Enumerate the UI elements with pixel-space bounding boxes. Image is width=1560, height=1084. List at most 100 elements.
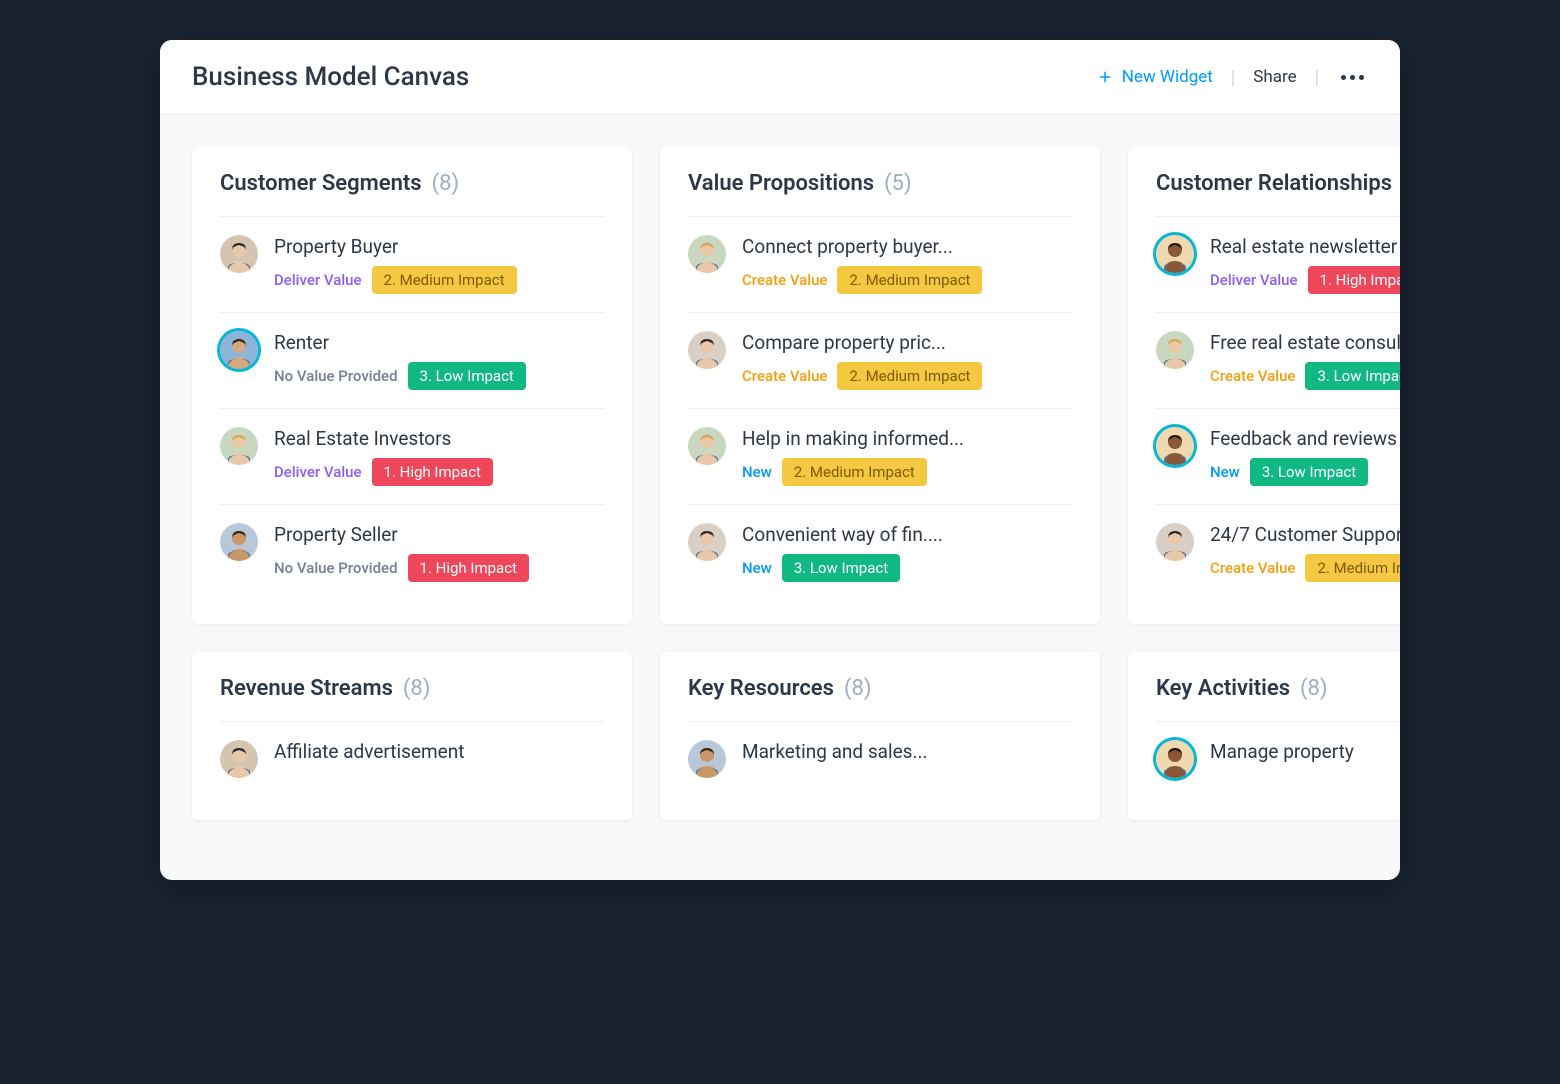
item-title: Connect property buyer... (742, 235, 1072, 258)
impact-badge: 3. Low Impact (1305, 362, 1400, 390)
item-title: Property Seller (274, 523, 604, 546)
item-content: Renter No Value Provided3. Low Impact (274, 331, 604, 390)
impact-badge: 2. Medium Impact (837, 362, 982, 390)
item-content: Free real estate consulting Create Value… (1210, 331, 1400, 390)
value-label: Create Value (1210, 559, 1295, 577)
avatar (220, 331, 258, 369)
more-button[interactable] (1337, 71, 1368, 84)
item-meta: New2. Medium Impact (742, 458, 1072, 486)
list-item[interactable]: Real Estate Investors Deliver Value 1. Hi… (220, 409, 604, 505)
item-title: Compare property pric... (742, 331, 1072, 354)
value-label: No Value Provided (274, 559, 398, 577)
list-item[interactable]: Renter No Value Provided3. Low Impact (220, 313, 604, 409)
impact-badge: 1. High Impact (372, 458, 493, 486)
item-title: Help in making informed... (742, 427, 1072, 450)
item-meta: No Value Provided 3. Low Impact (274, 362, 604, 390)
item-content: Real estate newsletter Deliver Value 1. H… (1210, 235, 1400, 294)
value-label: New (1210, 463, 1240, 481)
card-header: Customer Relationships (1156, 171, 1400, 217)
item-meta: New 3. Low Impact (742, 554, 1072, 582)
avatar (1156, 331, 1194, 369)
impact-badge: 3. Low Impact (782, 554, 900, 582)
card: Value Propositions (5) Connect property … (660, 147, 1100, 624)
list-item[interactable]: Manage property (1156, 722, 1400, 796)
avatar (1156, 427, 1194, 465)
card-count: (8) (844, 676, 872, 701)
card-header: Key Resources (8) (688, 676, 1072, 722)
list-item[interactable]: Connect property buyer... Create Value2.… (688, 217, 1072, 313)
item-content: 24/7 Customer Support Create Value 2. Med… (1210, 523, 1400, 582)
list-item[interactable]: Compare property pric... Create Value2. … (688, 313, 1072, 409)
impact-badge: 1. High Impact (1308, 266, 1400, 294)
card-header: Key Activities (8) (1156, 676, 1400, 722)
avatar (1156, 740, 1194, 778)
list-item[interactable]: Property Seller No Value Provided1. High… (220, 505, 604, 600)
dot-icon (1359, 75, 1364, 80)
canvas: Customer Segments (8) Property Buyer Del… (160, 115, 1400, 852)
column: Customer Segments (8) Property Buyer Del… (192, 147, 632, 820)
list-item[interactable]: Feedback and reviews New3. Low Impact (1156, 409, 1400, 505)
item-title: 24/7 Customer Support (1210, 523, 1400, 546)
value-label: Deliver Value (274, 463, 362, 481)
item-meta: Create Value2. Medium Impact (742, 362, 1072, 390)
item-content: Affiliate advertisement (274, 740, 604, 771)
new-widget-button[interactable]: New Widget (1096, 67, 1213, 87)
avatar (220, 740, 258, 778)
item-meta: Deliver Value2. Medium Impact (274, 266, 604, 294)
impact-badge: 2. Medium Impact (1305, 554, 1400, 582)
item-meta: Create Value2. Medium Impact (742, 266, 1072, 294)
item-meta: No Value Provided1. High Impact (274, 554, 604, 582)
avatar (220, 427, 258, 465)
list-item[interactable]: 24/7 Customer Support Create Value 2. Med… (1156, 505, 1400, 600)
impact-badge: 2. Medium Impact (782, 458, 927, 486)
plus-icon (1096, 68, 1114, 86)
list-item[interactable]: Free real estate consulting Create Value… (1156, 313, 1400, 409)
avatar (220, 523, 258, 561)
avatar (1156, 523, 1194, 561)
app-window: Business Model Canvas New Widget | Share… (160, 40, 1400, 880)
value-label: New (742, 559, 772, 577)
item-content: Compare property pric... Create Value2. … (742, 331, 1072, 390)
item-title: Real Estate Investors (274, 427, 604, 450)
card: Revenue Streams (8) Affiliate advertisem… (192, 652, 632, 820)
new-widget-label: New Widget (1122, 67, 1213, 87)
share-button[interactable]: Share (1253, 67, 1296, 87)
card: Key Activities (8) Manage property (1128, 652, 1400, 820)
list-item[interactable]: Real estate newsletter Deliver Value 1. H… (1156, 217, 1400, 313)
avatar (1156, 235, 1194, 273)
item-title: Free real estate consulting (1210, 331, 1400, 354)
item-meta: Deliver Value 1. High Impact (1210, 266, 1400, 294)
item-content: Real Estate Investors Deliver Value 1. Hi… (274, 427, 604, 486)
card-count: (8) (403, 676, 431, 701)
item-title: Property Buyer (274, 235, 604, 258)
list-item[interactable]: Convenient way of fin.... New3. Low Impa… (688, 505, 1072, 600)
column: Value Propositions (5) Connect property … (660, 147, 1100, 820)
item-content: Help in making informed... New2. Medium … (742, 427, 1072, 486)
list-item[interactable]: Marketing and sales... (688, 722, 1072, 796)
card-header: Customer Segments (8) (220, 171, 604, 217)
dot-icon (1341, 75, 1346, 80)
item-title: Real estate newsletter (1210, 235, 1400, 258)
page-title: Business Model Canvas (192, 62, 469, 92)
impact-badge: 2. Medium Impact (837, 266, 982, 294)
card-count: (5) (884, 171, 912, 196)
item-meta: Create Value 2. Medium Impact (1210, 554, 1400, 582)
value-label: No Value Provided (274, 367, 398, 385)
card: Customer Relationships Real estate newsl… (1128, 147, 1400, 624)
card-title: Revenue Streams (220, 676, 393, 701)
card-header: Revenue Streams (8) (220, 676, 604, 722)
card: Key Resources (8) Marketing and sales... (660, 652, 1100, 820)
divider: | (1315, 67, 1319, 88)
item-meta: Create Value3. Low Impact (1210, 362, 1400, 390)
list-item[interactable]: Help in making informed... New2. Medium … (688, 409, 1072, 505)
item-meta: Deliver Value 1. High Impact (274, 458, 604, 486)
item-content: Property Seller No Value Provided1. High… (274, 523, 604, 582)
card-title: Customer Relationships (1156, 171, 1392, 196)
dot-icon (1350, 75, 1355, 80)
impact-badge: 3. Low Impact (408, 362, 526, 390)
value-label: Deliver Value (1210, 271, 1298, 289)
item-content: Feedback and reviews New3. Low Impact (1210, 427, 1400, 486)
list-item[interactable]: Affiliate advertisement (220, 722, 604, 796)
header: Business Model Canvas New Widget | Share… (160, 40, 1400, 115)
list-item[interactable]: Property Buyer Deliver Value2. Medium Im… (220, 217, 604, 313)
